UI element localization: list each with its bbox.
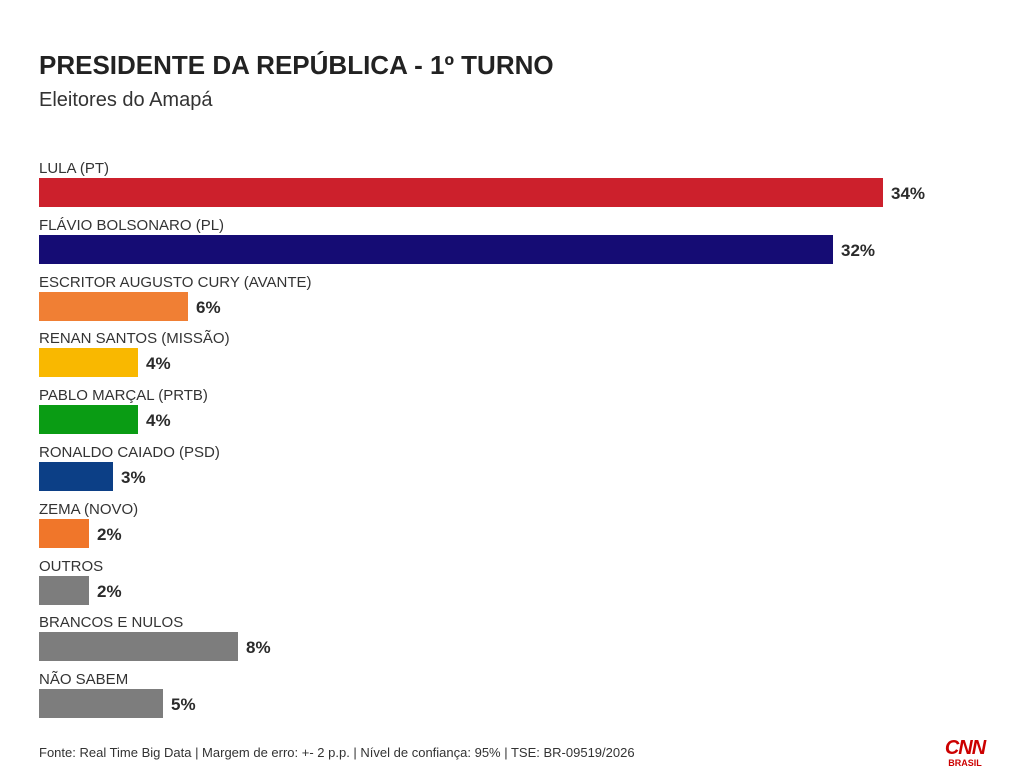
bar xyxy=(39,178,883,207)
bar xyxy=(39,234,833,264)
logo-wordmark: CNN xyxy=(945,737,987,759)
bar-row: PABLO MARÇAL (PRTB) 4% xyxy=(39,387,939,441)
category-label: PABLO MARÇAL (PRTB) xyxy=(39,387,208,405)
chart-subtitle: Eleitores do Amapá xyxy=(39,89,213,111)
bar xyxy=(39,575,89,605)
bar-value-label: 4% xyxy=(146,411,171,431)
bar-row: LULA (PT) 34% xyxy=(39,160,939,214)
bar xyxy=(39,462,113,491)
cnn-brasil-logo: CNN BRASIL xyxy=(945,737,988,768)
bar xyxy=(39,632,238,662)
category-label: RENAN SANTOS (MISSÃO) xyxy=(39,330,230,348)
bar-value-label: 2% xyxy=(97,524,122,544)
bar-row: OUTROS 2% xyxy=(39,558,939,612)
bar-value-label: 3% xyxy=(121,468,146,487)
category-label: OUTROS xyxy=(39,557,104,575)
bar-row: RONALDO CAIADO (PSD) 3% xyxy=(39,444,939,498)
category-label: NÃO SABEM xyxy=(39,671,129,689)
category-label: FLÁVIO BOLSONARO (PL) xyxy=(39,216,225,234)
bar-row: BRANCOS E NULOS 8% xyxy=(39,614,939,668)
bar xyxy=(39,689,163,719)
category-label: ZEMA (NOVO) xyxy=(39,500,139,518)
bar-row: ZEMA (NOVO) 2% xyxy=(39,501,939,555)
bar-value-label: 4% xyxy=(146,354,171,374)
bar-row: FLÁVIO BOLSONARO (PL) 32% xyxy=(39,217,939,271)
logo-subtext: BRASIL xyxy=(948,758,982,768)
bar-value-label: 6% xyxy=(196,297,221,317)
bar-value-label: 8% xyxy=(246,638,271,658)
bar xyxy=(39,518,89,548)
bar-value-label: 5% xyxy=(171,695,196,715)
category-label: RONALDO CAIADO (PSD) xyxy=(39,444,220,461)
bar-value-label: 32% xyxy=(841,240,876,260)
bar xyxy=(39,348,138,378)
bar-value-label: 2% xyxy=(97,581,122,601)
category-label: BRANCOS E NULOS xyxy=(39,614,184,632)
bar xyxy=(39,405,138,435)
bar-row: ESCRITOR AUGUSTO CURY (AVANTE) 6% xyxy=(39,274,939,328)
bar-row: NÃO SABEM 5% xyxy=(39,671,939,725)
bar-value-label: 34% xyxy=(891,184,926,203)
category-label: LULA (PT) xyxy=(39,160,110,177)
chart-title: PRESIDENTE DA REPÚBLICA - 1º TURNO xyxy=(39,50,554,80)
category-label: ESCRITOR AUGUSTO CURY (AVANTE) xyxy=(39,273,312,291)
bar xyxy=(39,291,188,321)
bar-chart: LULA (PT) 34% FLÁVIO BOLSONARO (PL) 32% ESCR… xyxy=(39,160,939,730)
bar-row: RENAN SANTOS (MISSÃO) 4% xyxy=(39,330,939,384)
source-note: Fonte: Real Time Big Data | Margem de er… xyxy=(39,745,635,760)
